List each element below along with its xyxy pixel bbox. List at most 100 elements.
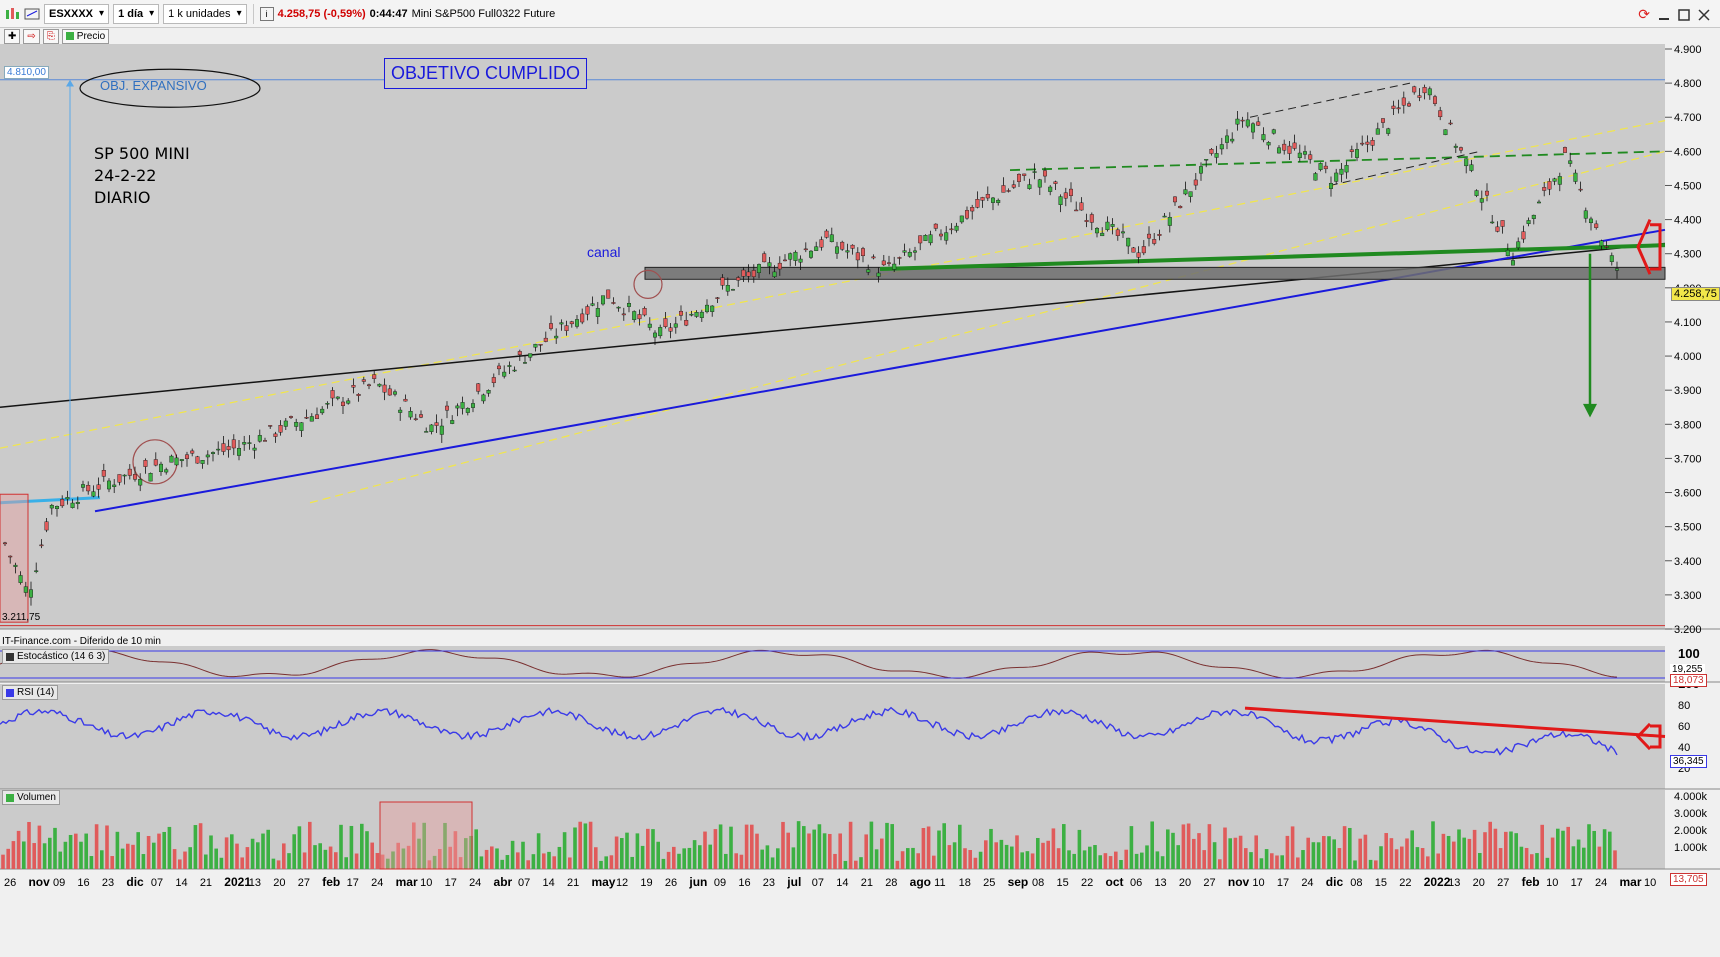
x-tick-label: 26 [665,877,677,889]
price-panel-bg [0,44,1665,629]
export-button[interactable]: ⎘ [42,28,59,44]
volume-bar [698,845,702,869]
candle-body [1204,159,1209,161]
x-tick-label: 13 [1448,877,1460,889]
info-icon[interactable]: i [259,6,274,21]
symbol-select[interactable]: ESXXXX [44,3,110,24]
x-tick-label: ago [910,875,931,889]
volume-bar [328,846,333,869]
x-tick-label: oct [1105,875,1123,889]
minimize-icon[interactable] [1658,9,1670,21]
candle-body [1349,149,1354,152]
volume-bar [172,849,177,869]
volume-bar [1519,846,1524,869]
volume-value: 13,705 [1670,873,1707,886]
volume-bar [1550,837,1555,869]
volume-bar [131,844,135,869]
candle-body [1110,224,1115,227]
volume-bar [542,853,546,869]
rsi-panel-label[interactable]: RSI (14) [2,685,59,700]
candle-body [554,335,559,339]
remove-panel-button[interactable]: ⇨ [23,28,40,44]
volume-panel-label[interactable]: Volumen [2,790,60,805]
volume-bar [183,851,187,869]
candle-body [1328,183,1333,189]
volume-bar [911,847,915,869]
candle-body [179,459,184,462]
volume-bar [646,828,650,869]
price-change: 4.258,75 (-0,59%) [277,7,366,20]
volume-bar [1467,838,1472,869]
x-tick-label: 16 [738,877,750,889]
candle-body [1417,95,1422,98]
volume-bar [620,838,624,869]
volume-bar [1166,829,1170,869]
rsi-label-text: RSI (14) [17,687,55,698]
maximize-icon[interactable] [1678,8,1690,21]
volume-bar [921,828,926,869]
units-select[interactable]: 1 k unidades [163,3,247,24]
volume-bar [880,838,884,869]
volume-bar [448,846,452,869]
x-tick-label: 14 [836,877,848,889]
x-tick-label: 17 [347,877,359,889]
volume-bar [968,850,972,869]
candle-body [1323,165,1328,170]
volume-bar [614,836,619,869]
candle-body [434,422,439,426]
candle-body [372,374,377,379]
volume-bar [266,829,270,869]
candle-body [1531,214,1536,219]
volume-bar [1384,833,1388,869]
x-tick-label: jun [688,875,707,889]
candle-body [315,414,320,419]
x-tick-label: mar [1620,875,1642,889]
support-zone [644,266,1666,280]
x-tick-label: nov [28,875,50,889]
volume-bar [531,854,536,869]
volume-bar [1088,846,1092,869]
candle-body [1074,209,1079,212]
volume-bar [1098,855,1102,869]
volume-bar [1535,853,1539,869]
volume-bar [219,857,224,869]
candle-body [642,308,647,316]
chart-svg[interactable]: 4.9004.8004.7004.6004.5004.4004.3004.200… [0,44,1720,957]
refresh-icon[interactable]: ⟳ [1638,6,1650,22]
price-tick-label: 4.900 [1674,44,1702,56]
add-indicator-button[interactable]: ✚ [4,28,21,44]
chart-type-icon[interactable] [4,6,20,22]
volume-bar [1020,852,1024,869]
candle-body [450,420,455,424]
volume-bar [1327,836,1331,869]
candle-body [1209,149,1214,154]
compare-icon[interactable] [24,6,40,22]
candle-body [627,303,632,307]
volume-bar [874,849,879,869]
volume-bar [469,835,473,869]
symbol-value: ESXXXX [49,7,94,20]
precio-chip[interactable]: Precio [61,28,110,44]
candle-body [1432,96,1437,104]
x-tick-label: nov [1228,875,1250,889]
candle-body [1063,192,1068,199]
volume-bar [230,834,234,869]
stochastic-panel-label[interactable]: Estocástico (14 6 3) [2,649,110,664]
period-value: 1 día [118,7,144,20]
close-icon[interactable] [1698,8,1710,21]
volume-bar [27,821,31,869]
volume-bar [1561,830,1565,869]
candle-body [783,259,788,262]
candle-body [647,323,652,328]
candle-body [1214,153,1219,158]
volume-bar [84,833,88,869]
volume-bar [1030,853,1035,869]
period-select[interactable]: 1 día [113,3,160,24]
volume-bar [162,831,166,869]
volume-bar [802,826,806,869]
candle-body [1526,220,1531,224]
volume-bar [890,824,894,869]
candle-body [1297,152,1302,158]
volume-bar [204,854,208,869]
volume-bar [1613,850,1617,869]
